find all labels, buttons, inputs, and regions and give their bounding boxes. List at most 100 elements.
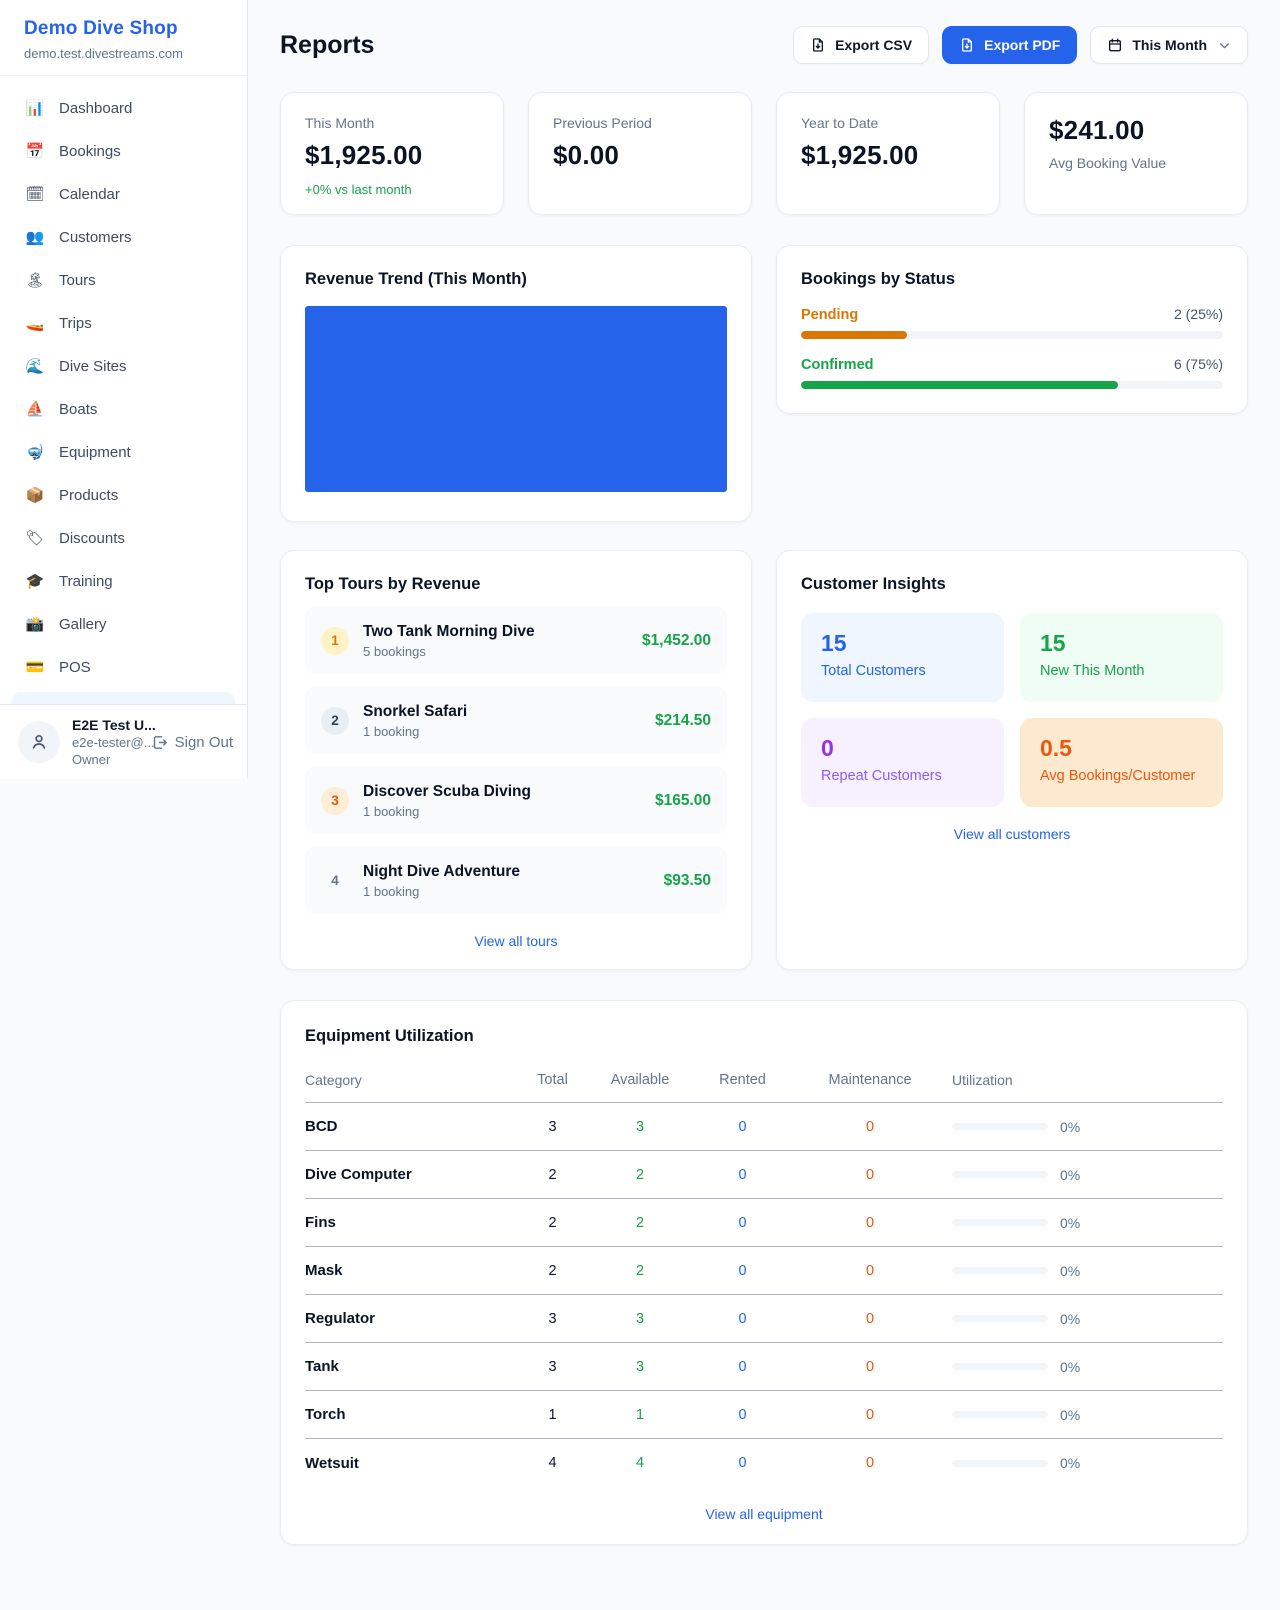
- dashboard-icon: 📊: [25, 100, 45, 117]
- tour-revenue: $165.00: [654, 791, 711, 809]
- rank-badge: 3: [321, 786, 349, 815]
- utilization-percent: 0%: [1060, 1455, 1081, 1471]
- tour-row: 2 Snorkel Safari 1 booking $214.50: [305, 687, 727, 754]
- period-dropdown[interactable]: This Month: [1090, 26, 1248, 64]
- equipment-utilization: 0%: [935, 1167, 1223, 1183]
- sidebar-item-label: Calendar: [59, 185, 120, 203]
- sidebar-item-customers[interactable]: 👥 Customers: [12, 219, 235, 255]
- equipment-category: Regulator: [305, 1310, 376, 1327]
- sidebar-item-dashboard[interactable]: 📊 Dashboard: [12, 90, 235, 126]
- table-row: Fins 2 2 0 0 0%: [305, 1199, 1223, 1247]
- utilization-percent: 0%: [1060, 1118, 1081, 1135]
- utilization-bar-track: [952, 1315, 1048, 1322]
- export-csv-button[interactable]: Export CSV: [793, 26, 930, 64]
- equipment-category: Torch: [305, 1406, 346, 1423]
- sidebar-item-discounts[interactable]: 🏷 Discounts: [12, 520, 235, 556]
- view-all-customers-link[interactable]: View all customers: [953, 826, 1071, 842]
- top-tours-title: Top Tours by Revenue: [305, 575, 481, 593]
- equipment-maintenance: 0: [865, 1166, 875, 1183]
- top-tours-card: Top Tours by Revenue 1 Two Tank Morning …: [280, 550, 752, 970]
- equipment-maintenance: 0: [865, 1406, 875, 1423]
- sign-out-button[interactable]: Sign Out: [151, 734, 233, 751]
- file-download-icon: [813, 38, 824, 52]
- equipment-utilization: 0%: [935, 1359, 1223, 1375]
- sidebar-item-calendar[interactable]: 🗓 Calendar: [12, 176, 235, 212]
- equipment-rented: 0: [738, 1310, 747, 1327]
- equipment-rented: 0: [738, 1406, 747, 1423]
- brand: Demo Dive Shop demo.test.divestreams.com: [0, 0, 247, 76]
- rank-badge: 4: [331, 873, 339, 888]
- sidebar-item-label: POS: [59, 658, 91, 676]
- tour-bookings: 1 booking: [363, 803, 420, 819]
- tour-name: Discover Scuba Diving: [363, 782, 531, 800]
- revenue-trend-title: Revenue Trend (This Month): [305, 270, 527, 288]
- equipment-maintenance: 0: [865, 1358, 875, 1375]
- sidebar-item-label: Equipment: [59, 443, 131, 461]
- equipment-maintenance: 0: [865, 1310, 875, 1327]
- stat-delta: +0% vs last month: [305, 182, 412, 197]
- equipment-utilization-card: Equipment Utilization Category Total Ava…: [280, 1000, 1248, 1545]
- status-bar-fill: [801, 331, 907, 339]
- equipment-rented: 0: [738, 1118, 747, 1135]
- person-icon: [32, 734, 46, 749]
- sidebar-item-gallery[interactable]: 📸 Gallery: [12, 606, 235, 642]
- view-all-tours-link[interactable]: View all tours: [474, 933, 558, 949]
- sidebar-item-equipment[interactable]: 🤿 Equipment: [12, 434, 235, 470]
- sidebar-item-trips[interactable]: 🚤 Trips: [12, 305, 235, 341]
- status-label: Confirmed: [801, 357, 874, 373]
- bookings-by-status-card: Bookings by Status Pending 2 (25%) Confi…: [776, 245, 1248, 414]
- equipment-rented: 0: [738, 1262, 747, 1279]
- customer-insights-card: Customer Insights 15 Total Customers 15 …: [776, 550, 1248, 970]
- equipment-category: Dive Computer: [305, 1166, 412, 1183]
- equipment-table: Category Total Available Rented Maintena…: [305, 1060, 1223, 1487]
- status-count: 2 (25%): [1173, 306, 1223, 322]
- sidebar-item-dive-sites[interactable]: 🌊 Dive Sites: [12, 348, 235, 384]
- sidebar-item-label: Training: [59, 572, 113, 590]
- equipment-total: 3: [548, 1358, 557, 1375]
- equipment-maintenance: 0: [865, 1455, 875, 1471]
- status-row-pending: Pending 2 (25%): [801, 306, 1223, 339]
- island-icon: 🏝: [25, 272, 45, 289]
- sidebar-item-active-partial[interactable]: [12, 692, 235, 704]
- sidebar-item-training[interactable]: 🎓 Training: [12, 563, 235, 599]
- equipment-total: 4: [548, 1455, 557, 1471]
- tour-revenue: $1,452.00: [642, 631, 711, 649]
- view-all-equipment-link[interactable]: View all equipment: [705, 1506, 823, 1522]
- status-bar-fill: [801, 381, 1118, 389]
- utilization-percent: 0%: [1060, 1310, 1081, 1327]
- status-label: Pending: [801, 307, 859, 323]
- utilization-percent: 0%: [1060, 1214, 1081, 1231]
- sidebar-item-tours[interactable]: 🏝 Tours: [12, 262, 235, 298]
- utilization-percent: 0%: [1060, 1166, 1081, 1183]
- utilization-percent: 0%: [1060, 1358, 1081, 1375]
- chevron-down-icon: [1220, 42, 1229, 48]
- equipment-maintenance: 0: [865, 1118, 875, 1135]
- equipment-maintenance: 0: [865, 1262, 875, 1279]
- tour-bookings: 1 booking: [363, 883, 420, 899]
- tile-new-this-month: 15 New This Month: [1020, 613, 1223, 702]
- table-row: Dive Computer 2 2 0 0 0%: [305, 1151, 1223, 1199]
- status-row-confirmed: Confirmed 6 (75%): [801, 356, 1223, 389]
- shop-name: Demo Dive Shop: [24, 18, 178, 39]
- sidebar-item-bookings[interactable]: 📅 Bookings: [12, 133, 235, 169]
- sidebar-item-label: Boats: [59, 400, 98, 418]
- tour-row: 3 Discover Scuba Diving 1 booking $165.0…: [305, 767, 727, 834]
- sidebar-item-products[interactable]: 📦 Products: [12, 477, 235, 513]
- utilization-bar-track: [952, 1363, 1048, 1370]
- people-icon: 👥: [25, 229, 45, 246]
- sidebar-item-pos[interactable]: 💳 POS: [12, 649, 235, 685]
- table-row: Torch 1 1 0 0 0%: [305, 1391, 1223, 1439]
- equipment-rented: 0: [738, 1358, 747, 1375]
- equipment-total: 3: [548, 1310, 557, 1327]
- equipment-available: 1: [635, 1406, 645, 1423]
- camera-icon: 📸: [25, 616, 45, 633]
- equipment-table-header: Category Total Available Rented Maintena…: [305, 1060, 1223, 1103]
- sidebar-item-boats[interactable]: ⛵ Boats: [12, 391, 235, 427]
- user-email: e2e-tester@...: [72, 735, 155, 750]
- stat-avg-booking-value: $241.00 Avg Booking Value: [1024, 92, 1248, 215]
- calendar-date-icon: 📅: [25, 143, 45, 160]
- equipment-rented: 0: [738, 1166, 747, 1183]
- sidebar-nav: 📊 Dashboard 📅 Bookings 🗓 Calendar 👥 Cust…: [0, 76, 247, 704]
- export-pdf-button[interactable]: Export PDF: [942, 26, 1078, 64]
- equipment-category: BCD: [305, 1118, 338, 1135]
